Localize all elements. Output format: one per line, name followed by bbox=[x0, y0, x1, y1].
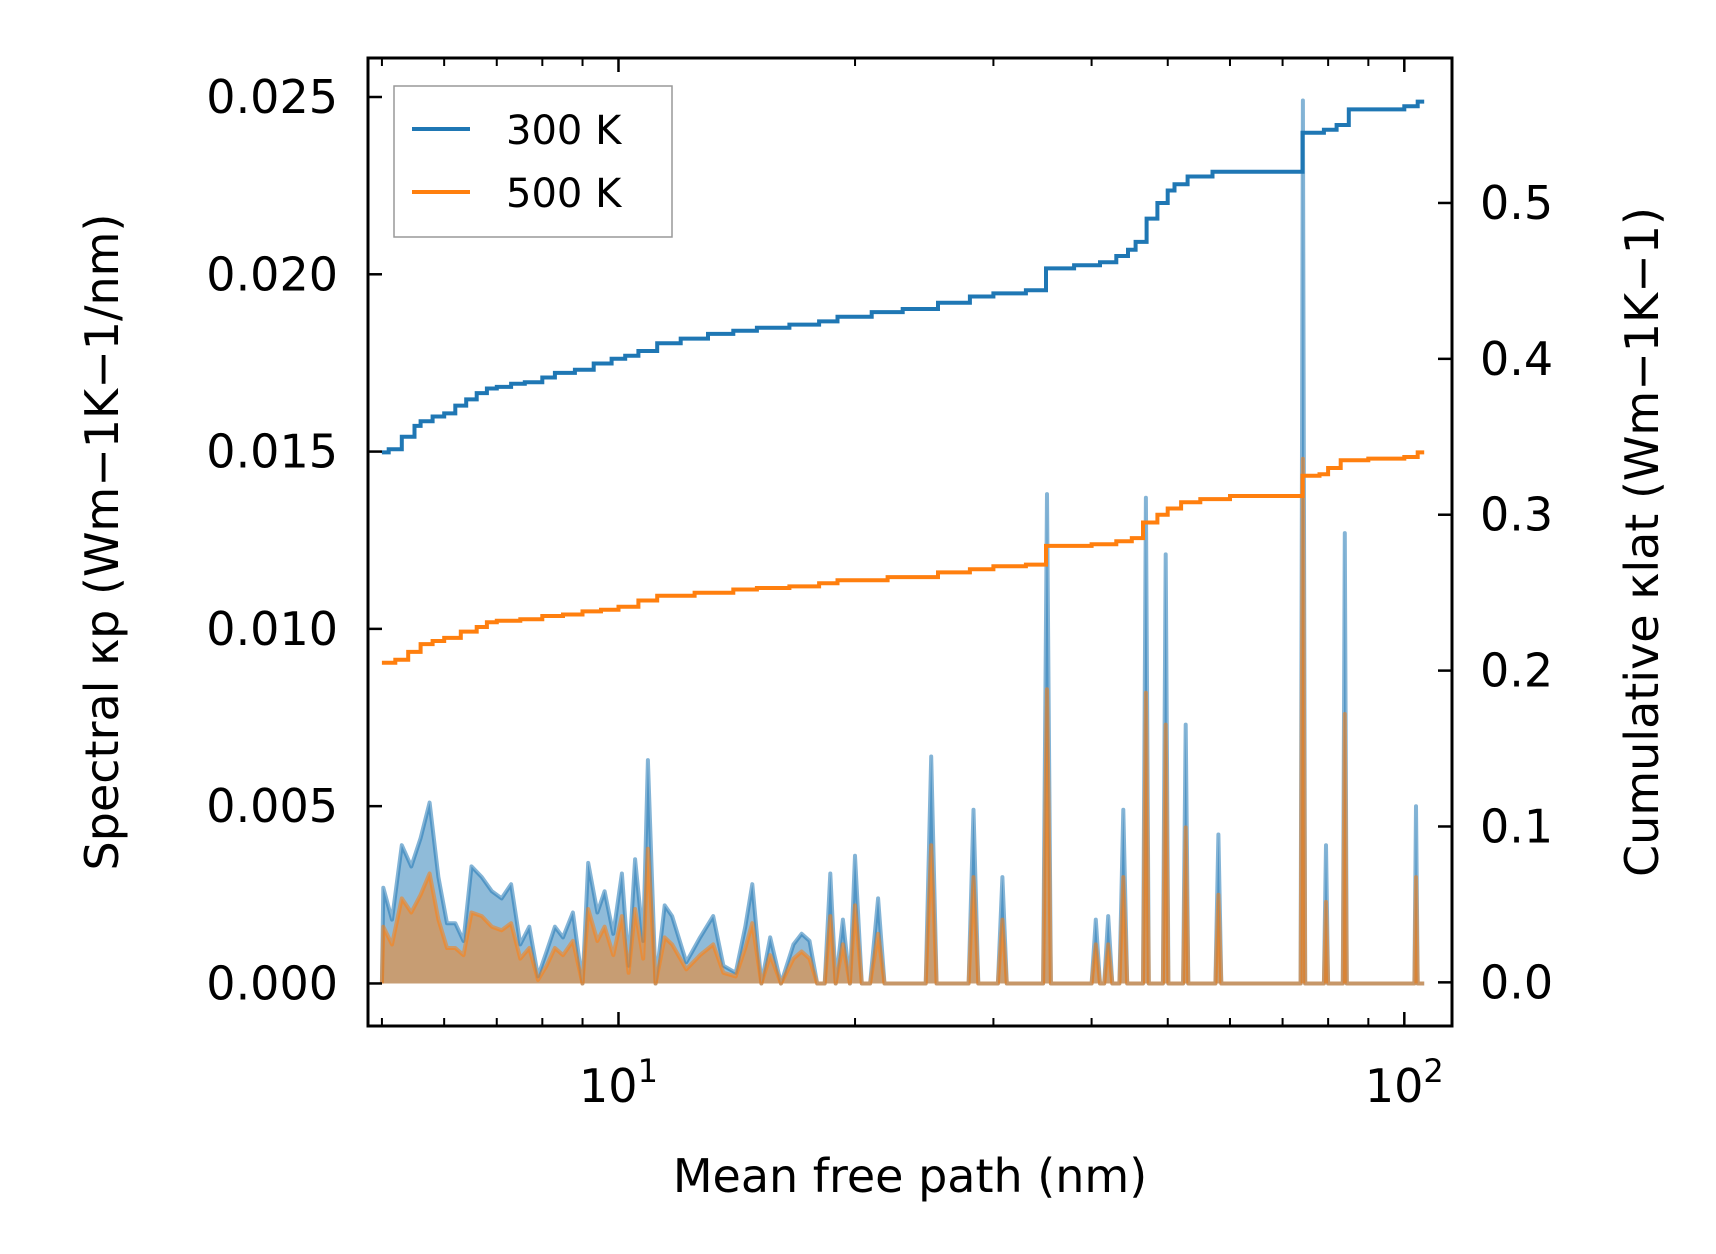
cumulative-line-300k bbox=[381, 99, 1425, 455]
legend: 300 K 500 K bbox=[393, 85, 673, 238]
y-left-tick-label: 0.010 bbox=[206, 602, 338, 656]
series-layer bbox=[379, 98, 1425, 986]
y-left-tick-label: 0.000 bbox=[206, 956, 338, 1010]
y-right-tick-label: 0.0 bbox=[1480, 955, 1553, 1009]
ticks-layer: 101 102 0.000 0.005 0.010 0.015 0.020 0.025 0.0 0… bbox=[206, 58, 1553, 1113]
legend-label-300k: 300 K bbox=[506, 108, 623, 154]
y-right-tick-label: 0.5 bbox=[1480, 176, 1553, 230]
y-left-tick-label: 0.005 bbox=[206, 779, 338, 833]
y-right-tick-label: 0.1 bbox=[1480, 799, 1553, 853]
x-tick-label: 102 bbox=[1365, 1052, 1444, 1113]
y-left-axis-label: Spectral κp (Wm−1K−1/nm) bbox=[75, 214, 129, 871]
legend-frame bbox=[393, 85, 673, 238]
y-left-tick-label: 0.020 bbox=[206, 247, 338, 301]
spectral-fill-300k bbox=[381, 100, 1425, 984]
x-tick-label: 101 bbox=[579, 1052, 658, 1113]
spectral-fill-500k bbox=[381, 458, 1425, 984]
y-left-tick-label: 0.015 bbox=[206, 425, 338, 479]
plot-frame bbox=[366, 56, 1454, 1028]
y-right-tick-label: 0.3 bbox=[1480, 488, 1553, 542]
x-axis-label: Mean free path (nm) bbox=[673, 1149, 1147, 1203]
y-right-tick-label: 0.4 bbox=[1480, 332, 1553, 386]
y-right-tick-label: 0.2 bbox=[1480, 644, 1553, 698]
y-left-tick-label: 0.025 bbox=[206, 70, 338, 124]
cumulative-line-500k bbox=[381, 450, 1425, 665]
y-right-axis-label: Cumulative κlat (Wm−1K−1) bbox=[1615, 207, 1669, 877]
legend-label-500k: 500 K bbox=[506, 171, 623, 217]
spectral-line-500k bbox=[379, 456, 1425, 986]
